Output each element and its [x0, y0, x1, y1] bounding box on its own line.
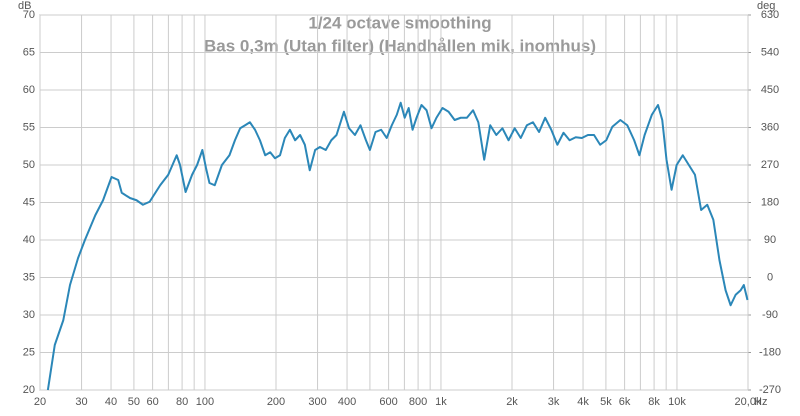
x-tick-label: 20	[34, 396, 46, 408]
x-tick-label: 10k	[668, 396, 686, 408]
y2-tick-label: -270	[759, 384, 781, 396]
x-tick-label: 30	[75, 396, 87, 408]
y2-axis-label: deg	[757, 0, 775, 12]
x-tick-label: 600	[379, 396, 397, 408]
y2-tick-label: 0	[767, 271, 773, 283]
x-tick-label: 6k	[619, 396, 631, 408]
y2-tick-label: 360	[761, 121, 779, 133]
y2-tick-label: 630	[761, 9, 779, 21]
y-tick-label: 50	[23, 159, 35, 171]
y-tick-label: 25	[23, 346, 35, 358]
y2-tick-label: 540	[761, 46, 779, 58]
x-tick-label: 20,0k	[735, 396, 762, 408]
y-tick-label: 20	[23, 384, 35, 396]
x-axis-label: Hz	[754, 396, 767, 408]
x-tick-label: 5k	[600, 396, 612, 408]
x-tick-label: 50	[128, 396, 140, 408]
x-tick-label: 4k	[577, 396, 589, 408]
chart-subtitle: Bas 0,3m (Utan filter) (Handhållen mik, …	[204, 36, 596, 55]
x-tick-label: 40	[105, 396, 117, 408]
x-tick-label: 80	[176, 396, 188, 408]
y-tick-label: 30	[23, 309, 35, 321]
y2-tick-label: 270	[761, 159, 779, 171]
y2-tick-label: -180	[759, 346, 781, 358]
y-tick-label: 40	[23, 234, 35, 246]
y-axis-label: dB	[18, 0, 31, 12]
x-tick-label: 2k	[506, 396, 518, 408]
y2-tick-label: -90	[762, 309, 778, 321]
y-tick-label: 65	[23, 46, 35, 58]
y2-tick-label: 180	[761, 196, 779, 208]
x-tick-label: 100	[196, 396, 214, 408]
x-tick-label: 8k	[648, 396, 660, 408]
y2-tick-label: 90	[764, 234, 776, 246]
y-tick-label: 70	[23, 9, 35, 21]
x-tick-label: 60	[146, 396, 158, 408]
y-tick-label: 35	[23, 271, 35, 283]
chart-title: 1/24 octave smoothing	[308, 13, 491, 32]
y-tick-label: 55	[23, 121, 35, 133]
x-tick-label: 400	[338, 396, 356, 408]
y-tick-label: 45	[23, 196, 35, 208]
data-line	[46, 101, 749, 391]
x-tick-label: 200	[267, 396, 285, 408]
x-tick-label: 1k	[435, 396, 447, 408]
y2-tick-label: 450	[761, 84, 779, 96]
x-tick-label: 3k	[548, 396, 560, 408]
x-tick-label: 300	[308, 396, 326, 408]
x-tick-label: 800	[409, 396, 427, 408]
y-tick-label: 60	[23, 84, 35, 96]
